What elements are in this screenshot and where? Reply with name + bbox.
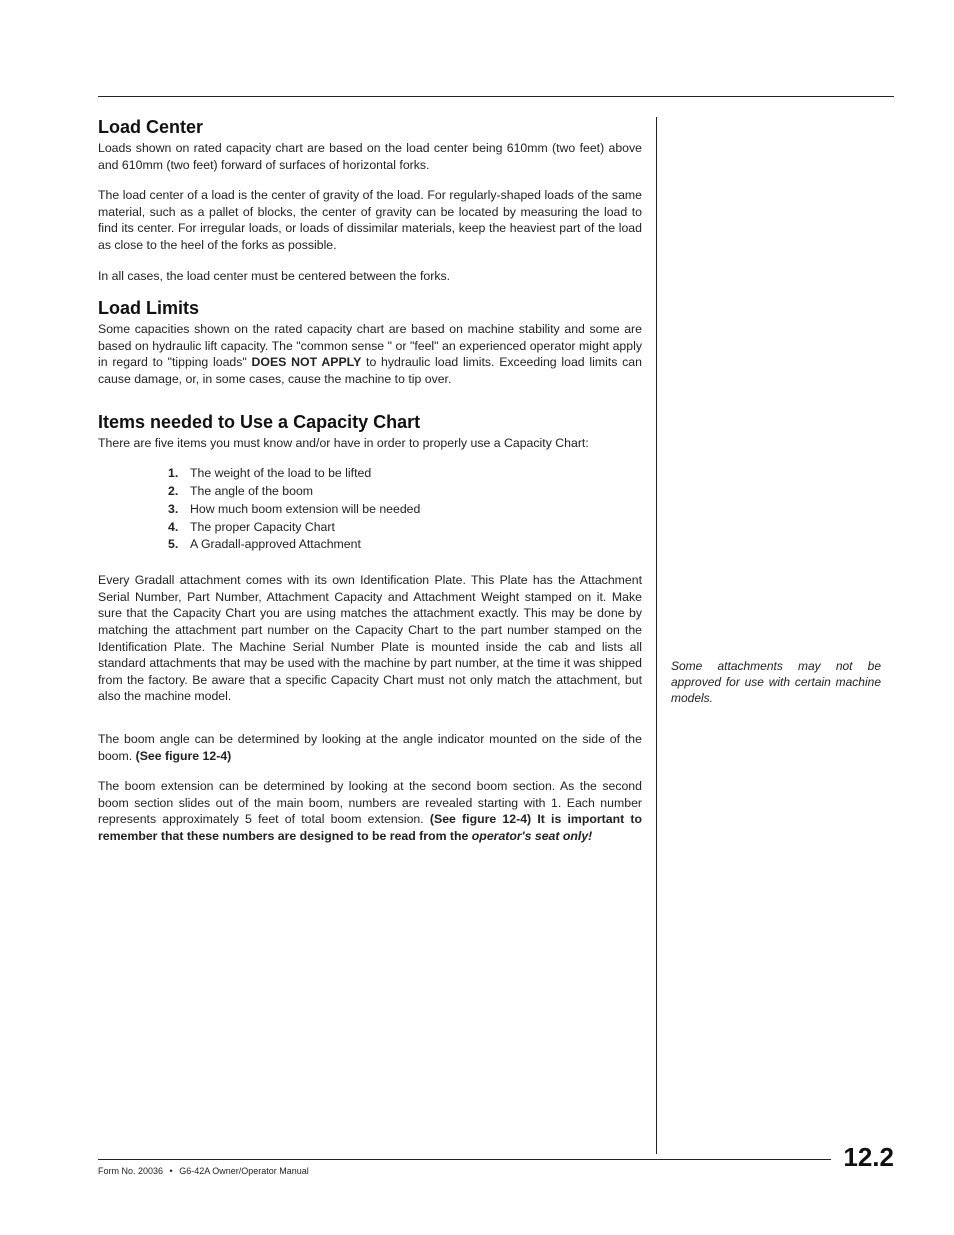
page-number: 12.2	[843, 1144, 894, 1170]
heading-items-needed: Items needed to Use a Capacity Chart	[98, 412, 642, 433]
footer-rule	[98, 1159, 831, 1160]
load-limits-p1: Some capacities shown on the rated capac…	[98, 321, 642, 387]
footer-bullet: •	[170, 1166, 173, 1176]
items-p3: The boom angle can be determined by look…	[98, 731, 642, 764]
list-item: 3.How much boom extension will be needed	[168, 501, 642, 519]
heading-load-limits: Load Limits	[98, 298, 642, 319]
items-p3-bold: (See figure 12-4)	[136, 749, 232, 763]
load-center-p1: Loads shown on rated capacity chart are …	[98, 140, 642, 173]
footer-text: Form No. 20036 • G6-42A Owner/Operator M…	[98, 1166, 309, 1176]
section-gap	[98, 402, 642, 412]
items-p2: Every Gradall attachment comes with its …	[98, 572, 642, 705]
heading-load-center: Load Center	[98, 117, 642, 138]
items-p4-ital: operator's seat only!	[472, 829, 592, 843]
list-item-text: The proper Capacity Chart	[190, 520, 335, 534]
top-rule	[98, 96, 894, 97]
list-item: 2.The angle of the boom	[168, 483, 642, 501]
load-limits-bold: DOES NOT APPLY	[252, 355, 362, 369]
side-note: Some attachments may not be approved for…	[671, 658, 881, 707]
list-item: 1.The weight of the load to be lifted	[168, 465, 642, 483]
page-footer: Form No. 20036 • G6-42A Owner/Operator M…	[98, 1144, 894, 1170]
footer-manual: G6-42A Owner/Operator Manual	[179, 1166, 309, 1176]
items-intro: There are five items you must know and/o…	[98, 435, 642, 452]
content-columns: Load Center Loads shown on rated capacit…	[98, 117, 894, 1154]
items-list: 1.The weight of the load to be lifted 2.…	[98, 465, 642, 554]
footer-form: Form No. 20036	[98, 1166, 163, 1176]
list-item-text: The weight of the load to be lifted	[190, 466, 371, 480]
load-center-p3: In all cases, the load center must be ce…	[98, 268, 642, 285]
side-column: Some attachments may not be approved for…	[657, 117, 881, 1154]
list-item-text: How much boom extension will be needed	[190, 502, 420, 516]
items-p4: The boom extension can be determined by …	[98, 778, 642, 844]
list-item: 5.A Gradall-approved Attachment	[168, 536, 642, 554]
load-center-p2: The load center of a load is the center …	[98, 187, 642, 253]
list-item-text: A Gradall-approved Attachment	[190, 537, 361, 551]
manual-page: Load Center Loads shown on rated capacit…	[0, 0, 954, 1235]
main-column: Load Center Loads shown on rated capacit…	[98, 117, 656, 1154]
list-item: 4.The proper Capacity Chart	[168, 519, 642, 537]
list-item-text: The angle of the boom	[190, 484, 313, 498]
